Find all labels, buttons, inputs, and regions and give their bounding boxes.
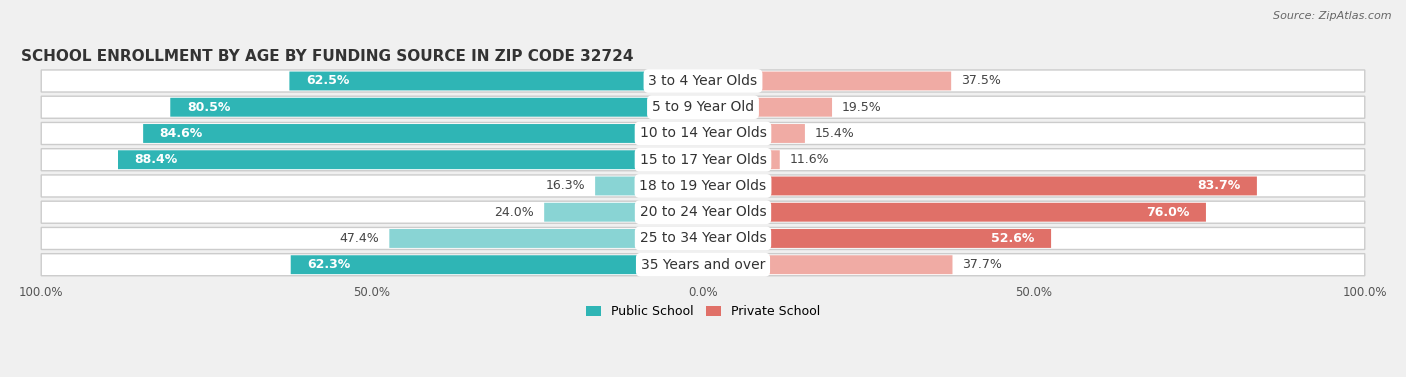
Text: 62.3%: 62.3% [308, 258, 350, 271]
FancyBboxPatch shape [143, 124, 703, 143]
FancyBboxPatch shape [544, 203, 703, 222]
Text: 80.5%: 80.5% [187, 101, 231, 114]
Text: 15 to 17 Year Olds: 15 to 17 Year Olds [640, 153, 766, 167]
FancyBboxPatch shape [389, 229, 703, 248]
FancyBboxPatch shape [703, 98, 832, 117]
Text: 47.4%: 47.4% [340, 232, 380, 245]
FancyBboxPatch shape [703, 176, 1257, 195]
FancyBboxPatch shape [703, 124, 804, 143]
FancyBboxPatch shape [703, 72, 952, 90]
Text: 19.5%: 19.5% [842, 101, 882, 114]
Text: SCHOOL ENROLLMENT BY AGE BY FUNDING SOURCE IN ZIP CODE 32724: SCHOOL ENROLLMENT BY AGE BY FUNDING SOUR… [21, 49, 634, 64]
FancyBboxPatch shape [41, 227, 1365, 250]
Text: 15.4%: 15.4% [815, 127, 855, 140]
Text: 52.6%: 52.6% [991, 232, 1035, 245]
Text: 3 to 4 Year Olds: 3 to 4 Year Olds [648, 74, 758, 88]
Text: 18 to 19 Year Olds: 18 to 19 Year Olds [640, 179, 766, 193]
FancyBboxPatch shape [41, 254, 1365, 276]
Text: 76.0%: 76.0% [1146, 206, 1189, 219]
Text: 88.4%: 88.4% [135, 153, 177, 166]
FancyBboxPatch shape [703, 203, 1206, 222]
FancyBboxPatch shape [703, 255, 952, 274]
Text: 16.3%: 16.3% [546, 179, 585, 193]
FancyBboxPatch shape [290, 72, 703, 90]
FancyBboxPatch shape [41, 70, 1365, 92]
Text: 84.6%: 84.6% [160, 127, 202, 140]
FancyBboxPatch shape [41, 149, 1365, 171]
Text: 37.5%: 37.5% [962, 75, 1001, 87]
Text: Source: ZipAtlas.com: Source: ZipAtlas.com [1274, 11, 1392, 21]
FancyBboxPatch shape [41, 96, 1365, 118]
FancyBboxPatch shape [595, 176, 703, 195]
Text: 20 to 24 Year Olds: 20 to 24 Year Olds [640, 205, 766, 219]
FancyBboxPatch shape [703, 150, 780, 169]
Text: 62.5%: 62.5% [307, 75, 349, 87]
Text: 25 to 34 Year Olds: 25 to 34 Year Olds [640, 231, 766, 245]
Text: 11.6%: 11.6% [790, 153, 830, 166]
FancyBboxPatch shape [41, 201, 1365, 223]
Text: 5 to 9 Year Old: 5 to 9 Year Old [652, 100, 754, 114]
Text: 35 Years and over: 35 Years and over [641, 258, 765, 272]
Text: 83.7%: 83.7% [1197, 179, 1240, 193]
FancyBboxPatch shape [118, 150, 703, 169]
Text: 10 to 14 Year Olds: 10 to 14 Year Olds [640, 126, 766, 141]
FancyBboxPatch shape [291, 255, 703, 274]
Legend: Public School, Private School: Public School, Private School [581, 300, 825, 323]
FancyBboxPatch shape [170, 98, 703, 117]
Text: 37.7%: 37.7% [963, 258, 1002, 271]
FancyBboxPatch shape [41, 175, 1365, 197]
Text: 24.0%: 24.0% [495, 206, 534, 219]
FancyBboxPatch shape [703, 229, 1052, 248]
FancyBboxPatch shape [41, 123, 1365, 144]
